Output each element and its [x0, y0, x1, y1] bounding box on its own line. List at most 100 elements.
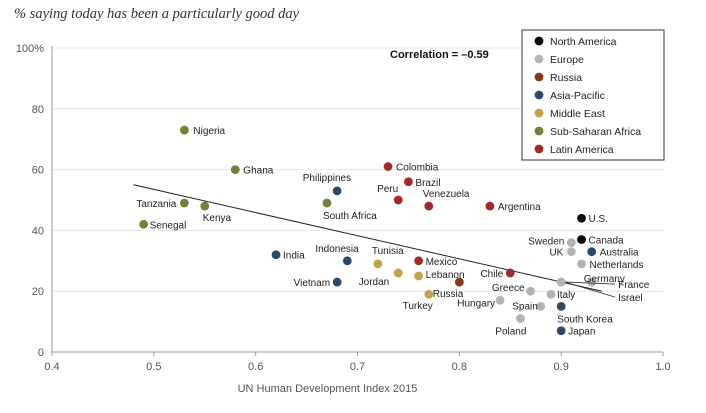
legend-swatch [534, 126, 544, 136]
point-label: Ghana [243, 166, 273, 177]
point-south-korea [556, 302, 566, 311]
point-philippines [332, 186, 342, 196]
x-tick-label: 0.9 [554, 361, 569, 373]
point-label: Germany [584, 274, 625, 285]
trendline-group [133, 184, 603, 292]
tick-labels: 0.4 0.5 0.6 0.7 0.8 0.9 1.0 0 20 40 60 80 100% [16, 43, 671, 373]
point-label: Mexico [426, 257, 458, 268]
point-labels: Nigeria Ghana Tanzania Kenya Senegal South Af… [136, 126, 643, 338]
point-poland [516, 314, 525, 323]
point-label: Venezuela [423, 189, 470, 200]
correlation-annotation: Correlation = –0.59 [390, 49, 489, 61]
x-tick-label: 0.5 [146, 361, 161, 373]
point-colombia [383, 162, 393, 171]
point-label: India [283, 251, 305, 262]
point-label: Australia [600, 248, 639, 259]
legend-swatch [534, 90, 544, 100]
x-tick-label: 0.4 [44, 361, 59, 373]
callouts: France Israel [565, 280, 650, 304]
point-ghana [230, 165, 240, 175]
point-label: Chile [480, 269, 503, 280]
point-uk [566, 247, 576, 257]
point-tanzania [179, 198, 189, 208]
callout-label: France [618, 280, 650, 291]
callout-line [565, 281, 616, 298]
point-spain [536, 302, 546, 311]
point-label: Jordan [359, 277, 390, 288]
data-points [139, 125, 597, 336]
x-axis-title: UN Human Development Index 2015 [238, 383, 418, 395]
legend-label: Asia-Pacific [550, 90, 605, 102]
point-tunisia [373, 259, 383, 269]
point-label: Lebanon [426, 270, 465, 281]
callout-label: Israel [618, 293, 642, 304]
legend-label: Russia [550, 72, 582, 84]
point-label: Senegal [150, 220, 187, 231]
point-kenya [200, 201, 210, 211]
x-tick-label: 0.8 [452, 361, 467, 373]
point-germany [587, 277, 597, 287]
y-tick-label: 60 [32, 165, 44, 177]
point-netherlands [577, 259, 586, 269]
point-india [271, 250, 281, 260]
point-label: Indonesia [315, 244, 359, 255]
point-brazil [404, 177, 413, 187]
point-vietnam [332, 277, 342, 287]
point-label: Peru [377, 184, 398, 195]
point-label: Kenya [203, 213, 232, 224]
point-russia [454, 277, 464, 287]
x-tick-label: 0.6 [248, 361, 263, 373]
chart-title: % saying today has been a particularly g… [14, 6, 300, 22]
x-tick-label: 0.7 [350, 361, 365, 373]
point-france [556, 277, 566, 287]
legend-swatch [534, 54, 544, 64]
y-tick-label: 0 [38, 347, 44, 359]
point-label: Philippines [303, 173, 351, 184]
legend: North America Europe Russia Asia-Pacific Mid… [521, 29, 665, 161]
point-sweden [566, 238, 576, 247]
point-chile [505, 268, 515, 278]
point-south-africa [322, 198, 332, 208]
point-label: Japan [568, 327, 595, 338]
point-label: South Korea [557, 314, 613, 325]
point-greece [526, 286, 536, 296]
y-tick-label: 100% [16, 43, 44, 55]
point-canada [577, 235, 586, 244]
point-label: UK [549, 248, 563, 259]
point-label: Brazil [415, 178, 440, 189]
legend-label: Europe [550, 54, 584, 66]
y-tick-label: 40 [32, 225, 44, 237]
point-label: Tanzania [136, 199, 176, 210]
legend-swatch [534, 72, 544, 82]
y-tick-label: 80 [32, 104, 44, 116]
point-peru [393, 195, 403, 205]
point-lebanon [414, 271, 423, 281]
point-u-s- [577, 213, 586, 223]
legend-label: Sub-Saharan Africa [550, 126, 641, 138]
point-label: Colombia [396, 163, 439, 174]
legend-label: North America [550, 36, 617, 48]
point-indonesia [342, 256, 352, 266]
legend-label: Middle East [550, 108, 605, 120]
point-label: Turkey [403, 301, 433, 312]
point-label: Canada [589, 236, 624, 247]
callout-line [565, 281, 616, 285]
point-label: Greece [492, 283, 525, 294]
point-japan [556, 326, 566, 336]
point-label: Spain [512, 301, 538, 312]
point-senegal [139, 219, 149, 229]
trendline [133, 184, 603, 292]
x-tick-label: 1.0 [655, 361, 670, 373]
point-label: Netherlands [590, 260, 644, 271]
point-jordan [393, 268, 403, 278]
point-label: Nigeria [193, 126, 225, 137]
point-italy [546, 289, 556, 299]
point-label: Poland [495, 327, 526, 338]
point-label: Hungary [457, 298, 495, 309]
point-mexico [414, 256, 423, 266]
point-venezuela [424, 201, 434, 211]
point-label: Italy [557, 290, 575, 301]
legend-swatch [534, 108, 544, 118]
point-argentina [485, 201, 495, 211]
